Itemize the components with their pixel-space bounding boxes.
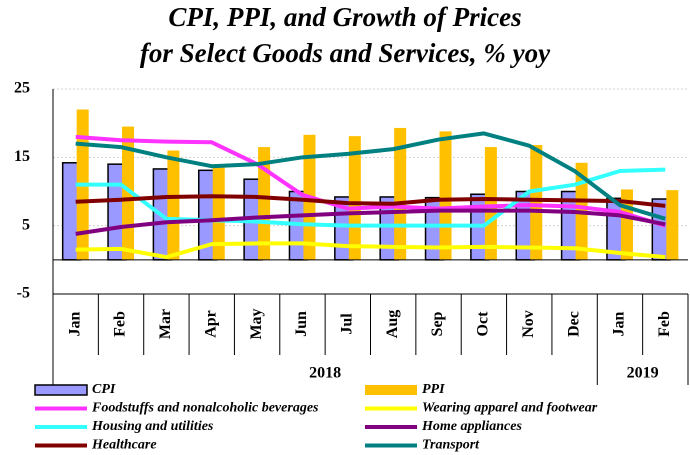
bar	[348, 136, 361, 260]
legend-swatch	[365, 385, 417, 395]
x-tick-label: Nov	[520, 310, 537, 338]
line-series	[75, 134, 666, 228]
bar	[439, 131, 452, 260]
bar	[167, 150, 180, 260]
x-tick-label: Dec	[565, 311, 582, 337]
x-tick-label: Feb	[112, 311, 129, 337]
y-tick-label: 15	[14, 148, 30, 165]
x-tick-label: May	[248, 308, 265, 339]
legend-label: Wearing apparel and footwear	[422, 401, 598, 416]
x-tick-label: Mar	[157, 309, 174, 339]
bar	[484, 147, 497, 260]
legend-label: Home appliances	[421, 419, 522, 434]
year-label: 2019	[627, 365, 659, 382]
x-tick-label: Jan	[611, 311, 628, 336]
x-tick-label: Apr	[202, 310, 219, 338]
line-series	[75, 208, 666, 236]
line-series	[75, 167, 666, 228]
x-tick-label: Jun	[293, 311, 310, 337]
bar	[212, 164, 225, 260]
x-tick-label: Sep	[429, 311, 446, 336]
x-tick-label: Aug	[384, 310, 401, 338]
y-tick-label: -5	[17, 285, 30, 302]
bar	[530, 145, 543, 260]
legend-label: Transport	[422, 438, 480, 453]
legend-label: Healthcare	[91, 438, 157, 453]
x-tick-label: Jan	[66, 311, 83, 336]
y-tick-label: 25	[14, 80, 30, 97]
line-series	[75, 131, 666, 221]
chart-title: CPI, PPI, and Growth of Prices	[168, 2, 521, 32]
x-tick-label: Feb	[656, 311, 673, 337]
legend-label: PPI	[422, 382, 445, 397]
year-label: 2018	[309, 365, 341, 382]
bar	[666, 190, 679, 260]
y-tick-label: 5	[22, 216, 30, 233]
legend-label: Foodstuffs and nonalcoholic beverages	[91, 401, 319, 416]
x-tick-label: Oct	[475, 311, 492, 337]
legend-label: CPI	[92, 382, 116, 397]
legend-label: Housing and utilities	[91, 419, 214, 434]
legend-swatch	[34, 384, 88, 396]
line-series	[75, 241, 666, 260]
bar	[258, 147, 271, 260]
chart-subtitle: for Select Goods and Services, % yoy	[140, 38, 551, 68]
x-tick-label: Jul	[338, 313, 355, 335]
bar	[122, 126, 135, 260]
line-series	[75, 194, 666, 208]
